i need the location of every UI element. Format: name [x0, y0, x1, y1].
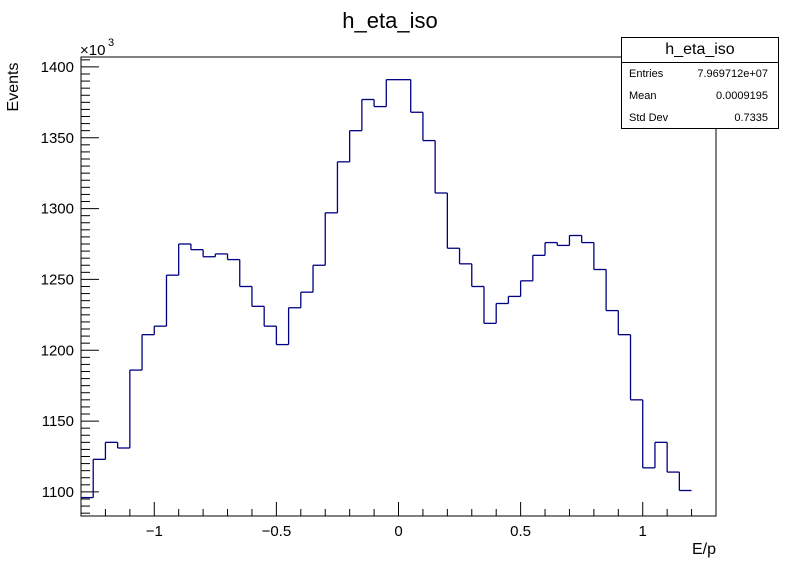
stats-stddev-label: Std Dev: [629, 112, 669, 124]
stats-mean-label: Mean: [629, 90, 657, 102]
x-axis-ticks: −1 −0.5 0 0.5 1: [80, 502, 717, 540]
x-axis-label: E/p: [692, 541, 716, 558]
stats-stddev-value: 0.7335: [734, 112, 768, 124]
y-multiplier-exponent: 3: [108, 37, 114, 49]
stats-entries-value: 7.969712e+07: [697, 68, 768, 80]
y-multiplier-base: ×10: [80, 42, 105, 59]
stats-row-stddev: Std Dev 0.7335: [622, 107, 778, 129]
x-tick-label: −0.5: [262, 523, 292, 540]
stats-mean-value: 0.0009195: [716, 90, 768, 102]
histogram-bins: [81, 79, 692, 499]
stats-entries-label: Entries: [629, 68, 664, 80]
x-tick-label: 0.5: [510, 523, 531, 540]
chart-title: h_eta_iso: [342, 8, 437, 33]
y-axis-ticks: 1100 1150 1200 1250 1300 1350 1400: [41, 59, 99, 514]
y-axis-label: Events: [5, 63, 22, 112]
x-tick-label: −1: [146, 523, 163, 540]
y-tick-label: 1100: [42, 484, 74, 501]
y-tick-label: 1250: [41, 271, 74, 288]
stats-row-entries: Entries 7.969712e+07: [622, 63, 778, 85]
y-tick-label: 1150: [42, 413, 74, 430]
stats-box: h_eta_iso Entries 7.969712e+07 Mean 0.00…: [621, 37, 779, 129]
y-tick-label: 1200: [41, 342, 74, 359]
stats-title: h_eta_iso: [622, 38, 778, 63]
y-tick-label: 1350: [41, 130, 74, 147]
x-tick-label: 1: [639, 523, 647, 540]
stats-row-mean: Mean 0.0009195: [622, 85, 778, 107]
y-multiplier: ×10 3: [80, 37, 114, 59]
x-tick-label: 0: [394, 523, 402, 540]
y-tick-label: 1400: [41, 59, 74, 76]
y-tick-label: 1300: [41, 201, 74, 218]
